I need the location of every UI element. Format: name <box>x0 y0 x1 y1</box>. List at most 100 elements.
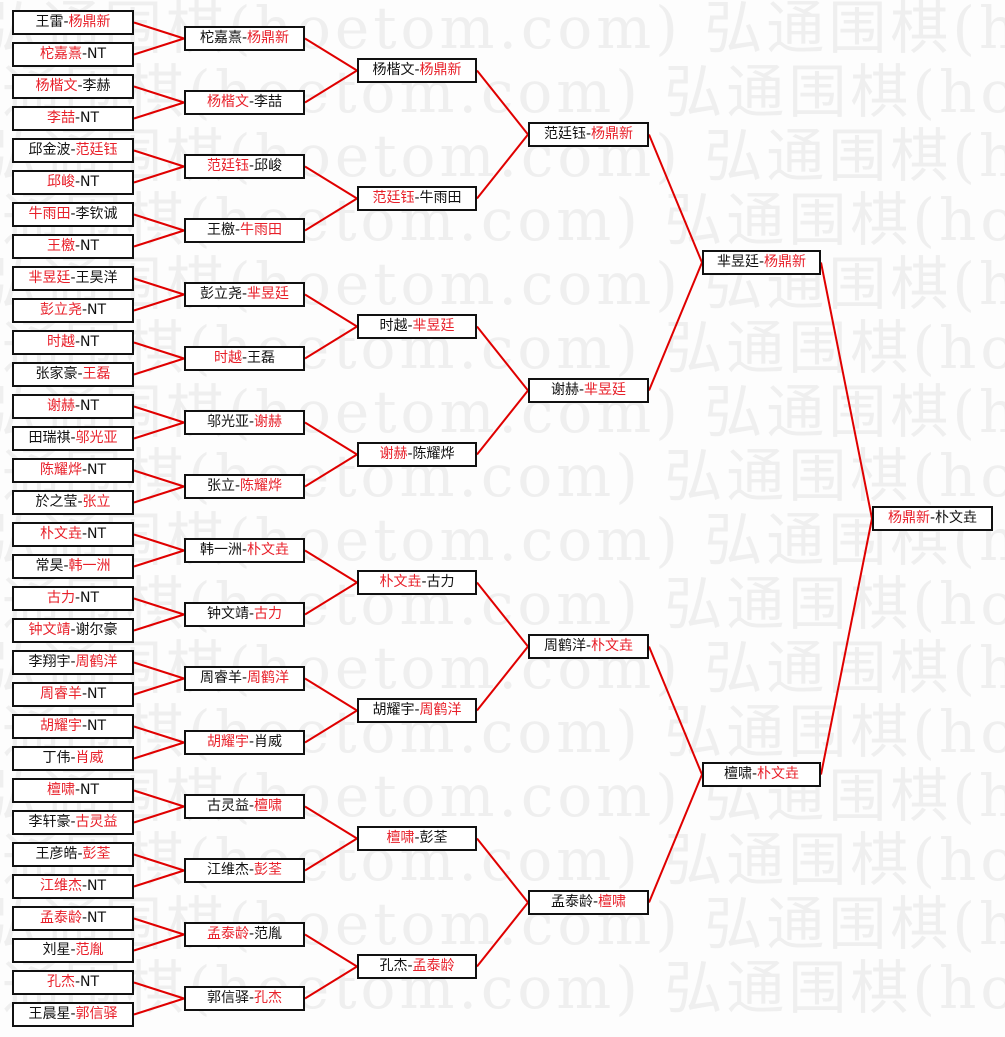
separator: - <box>751 766 758 782</box>
match-box-round-1: 邱峻-NT <box>12 170 134 195</box>
player-b: 李钦诚 <box>75 206 118 222</box>
match-box-round-6: 杨鼎新-朴文垚 <box>872 506 993 531</box>
player-b: 朴文垚 <box>591 638 634 654</box>
separator: - <box>74 974 81 990</box>
player-a: 丁伟 <box>42 750 71 766</box>
match-box-round-1: 彭立尧-NT <box>12 298 134 323</box>
player-a: 檀啸 <box>46 782 75 798</box>
separator: - <box>70 206 76 222</box>
player-a: 钟文靖 <box>206 606 249 622</box>
match-box-round-1: 时越-NT <box>12 330 134 355</box>
match-box-round-1: 李翔宇-周鹤洋 <box>12 650 134 675</box>
connector-line <box>133 405 185 424</box>
match-box-round-1: 常昊-韩一洲 <box>12 554 134 579</box>
separator: - <box>241 542 248 558</box>
connector-line <box>133 933 185 952</box>
separator: - <box>414 702 420 718</box>
match-box-round-1: 柁嘉熹-NT <box>12 42 134 67</box>
player-a: 陈耀烨 <box>39 462 82 478</box>
match-box-round-1: 周睿羊-NT <box>12 682 134 707</box>
player-b: 范胤 <box>75 942 104 958</box>
connector-line <box>476 645 529 712</box>
match-box-round-1: 陈耀烨-NT <box>12 458 134 483</box>
player-a: 牛雨田 <box>28 206 71 222</box>
player-b: 王磊 <box>247 350 276 366</box>
player-b: 朴文垚 <box>247 542 290 558</box>
separator: - <box>407 958 413 974</box>
player-b: 李赫 <box>82 78 111 94</box>
player-b: 谢赫 <box>254 414 283 430</box>
separator: - <box>70 622 76 638</box>
separator: - <box>248 158 255 174</box>
connector-line <box>648 774 703 903</box>
match-box-round-2: 周睿羊-周鹤洋 <box>184 666 305 691</box>
player-b: 陈耀烨 <box>412 446 455 462</box>
connector-line <box>133 853 185 872</box>
player-a: 孟泰龄 <box>550 894 593 910</box>
separator: - <box>70 814 76 830</box>
connector-line <box>133 149 185 168</box>
player-b: NT <box>87 718 107 734</box>
match-box-round-2: 韩一洲-朴文垚 <box>184 538 305 563</box>
connector-line <box>133 789 185 808</box>
separator: - <box>70 430 76 446</box>
connector-line <box>133 613 185 632</box>
player-b: NT <box>87 686 107 702</box>
match-box-round-1: 古力-NT <box>12 586 134 611</box>
match-box-round-1: 钟文靖-谢尔豪 <box>12 618 134 643</box>
separator: - <box>248 606 255 622</box>
match-box-round-4: 孟泰龄-檀啸 <box>528 890 649 915</box>
player-a: 王檄 <box>46 238 75 254</box>
connector-line <box>133 805 185 824</box>
player-b: NT <box>80 590 100 606</box>
player-a: 孟泰龄 <box>39 910 82 926</box>
match-box-round-3: 胡耀宇-周鹤洋 <box>357 698 477 723</box>
connector-line <box>133 341 185 360</box>
match-box-round-1: 孟泰龄-NT <box>12 906 134 931</box>
player-b: NT <box>80 238 100 254</box>
player-a: 朴文垚 <box>39 526 82 542</box>
match-box-round-1: 王檄-NT <box>12 234 134 259</box>
player-a: 胡耀宇 <box>39 718 82 734</box>
connector-line <box>476 901 529 968</box>
match-box-round-1: 芈昱廷-王昊洋 <box>12 266 134 291</box>
player-a: 张家豪 <box>35 366 78 382</box>
separator: - <box>241 350 248 366</box>
match-box-round-2: 邬光亚-谢赫 <box>184 410 305 435</box>
connector-line <box>133 661 185 680</box>
separator: - <box>248 926 255 942</box>
player-a: 杨楷文 <box>35 78 78 94</box>
player-a: 谢赫 <box>46 398 75 414</box>
player-a: 李喆 <box>46 110 75 126</box>
connector-line <box>304 197 358 232</box>
player-a: 钟文靖 <box>28 622 71 638</box>
match-box-round-1: 江维杰-NT <box>12 874 134 899</box>
player-b: 杨鼎新 <box>591 126 634 142</box>
player-a: 王檄 <box>206 222 235 238</box>
connector-line <box>304 293 358 328</box>
separator: - <box>74 590 81 606</box>
separator: - <box>81 878 88 894</box>
player-a: 柁嘉熹 <box>199 30 242 46</box>
separator: - <box>70 1006 76 1022</box>
match-box-round-1: 刘星-范胤 <box>12 938 134 963</box>
player-a: 时越 <box>379 318 408 334</box>
player-a: 王彦皓 <box>35 846 78 862</box>
player-b: NT <box>87 462 107 478</box>
connector-line <box>133 597 185 616</box>
player-a: 朴文垚 <box>379 574 422 590</box>
player-a: 胡耀宇 <box>372 702 415 718</box>
match-box-round-1: 胡耀宇-NT <box>12 714 134 739</box>
connector-line <box>648 646 703 775</box>
match-box-round-2: 彭立尧-芈昱廷 <box>184 282 305 307</box>
match-box-round-3: 檀啸-彭荃 <box>357 826 477 851</box>
player-a: 李轩豪 <box>28 814 71 830</box>
player-b: 周鹤洋 <box>419 702 462 718</box>
connector-line <box>133 549 185 568</box>
separator: - <box>81 686 88 702</box>
player-a: 檀啸 <box>723 766 752 782</box>
connector-line <box>304 837 358 872</box>
match-box-round-2: 郭信驿-孔杰 <box>184 986 305 1011</box>
separator: - <box>407 446 413 462</box>
